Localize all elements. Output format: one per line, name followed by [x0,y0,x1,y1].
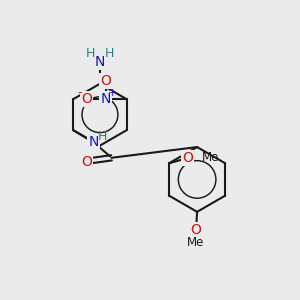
Text: O: O [81,155,92,169]
Text: H: H [105,47,114,60]
Text: H: H [86,47,95,60]
Text: O: O [190,223,201,237]
Text: N: N [95,55,105,69]
Text: +: + [108,88,118,98]
Text: Me: Me [202,152,219,164]
Text: O: O [81,92,92,106]
Text: H: H [97,130,107,142]
Text: N: N [100,92,111,106]
Text: N: N [88,136,99,149]
Text: -: - [78,86,82,99]
Text: O: O [182,151,193,165]
Text: Me: Me [187,236,204,249]
Text: O: O [100,74,111,88]
